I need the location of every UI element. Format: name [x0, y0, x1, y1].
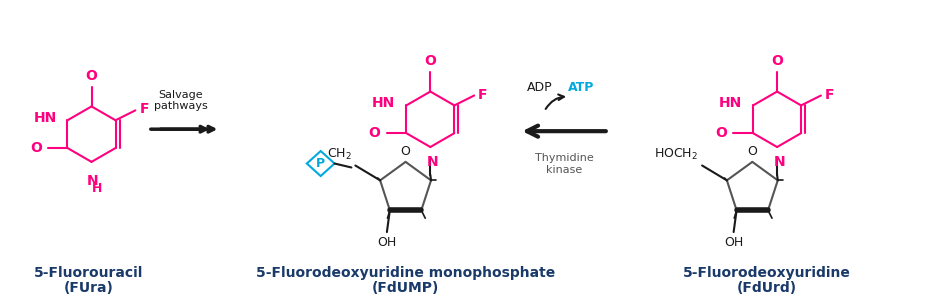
Text: O: O — [400, 145, 411, 158]
Text: 5-Fluorodeoxyuridine monophosphate: 5-Fluorodeoxyuridine monophosphate — [256, 266, 555, 280]
Text: Salvage
pathways: Salvage pathways — [154, 90, 207, 111]
Text: O: O — [716, 126, 728, 140]
Text: HN: HN — [719, 97, 742, 110]
Text: N: N — [87, 174, 98, 188]
Text: Thymidine
kinase: Thymidine kinase — [535, 153, 593, 175]
Text: P: P — [316, 157, 326, 170]
Text: F: F — [825, 88, 834, 102]
Text: HOCH$_2$: HOCH$_2$ — [654, 147, 698, 161]
Text: (FdUrd): (FdUrd) — [737, 281, 797, 295]
Text: O: O — [30, 141, 42, 155]
Text: H: H — [92, 182, 103, 195]
Text: ADP: ADP — [526, 80, 552, 94]
Text: O: O — [425, 54, 437, 68]
Text: OH: OH — [377, 236, 397, 249]
Text: HN: HN — [372, 97, 396, 110]
Text: O: O — [369, 126, 381, 140]
Text: (FUra): (FUra) — [63, 281, 114, 295]
Text: ATP: ATP — [568, 80, 594, 94]
Text: O: O — [772, 54, 783, 68]
Text: N: N — [426, 155, 439, 169]
Text: (FdUMP): (FdUMP) — [372, 281, 439, 295]
Text: F: F — [478, 88, 488, 102]
Text: CH$_2$: CH$_2$ — [327, 147, 352, 161]
Text: F: F — [139, 102, 149, 116]
Text: OH: OH — [724, 236, 744, 249]
Text: 5-Fluorodeoxyuridine: 5-Fluorodeoxyuridine — [683, 266, 851, 280]
Text: HN: HN — [34, 111, 57, 125]
Text: O: O — [86, 69, 97, 83]
Text: O: O — [747, 145, 758, 158]
Text: 5-Fluorouracil: 5-Fluorouracil — [34, 266, 144, 280]
Text: N: N — [773, 155, 785, 169]
